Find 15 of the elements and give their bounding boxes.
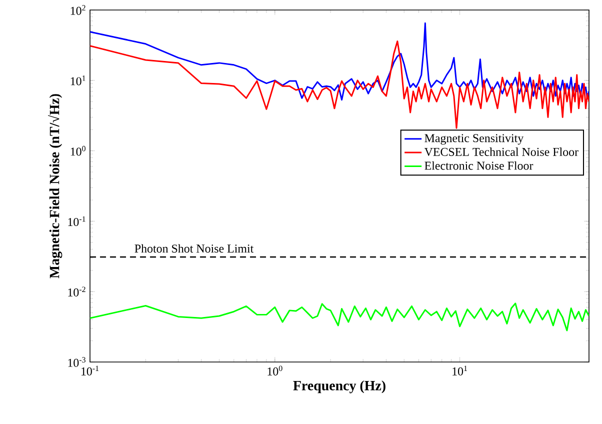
legend-label: Magnetic Sensitivity [424,134,524,145]
x-tick-label: 10$^{-1}$ [82,366,99,376]
y-tick-label: 10$^{-1}$ [68,216,86,226]
y-tick-label: 10$^{1}$ [70,76,86,86]
legend-label: VECSEL Technical Noise Floor [424,148,578,156]
x-tick-label: 10$^{1}$ [452,366,468,376]
x-axis-title: Frequency (Hz) [293,380,386,394]
legend-label: Electronic Noise Floor [424,161,534,170]
y-tick-label: 10$^{-3}$ [68,357,86,367]
y-axis-title: Magnetic-Field Noise (nT/√Hz) [48,94,62,278]
y-tick-label: 10$^{0}$ [70,146,86,156]
y-tick-label: 10$^{-2}$ [68,286,86,296]
y-tick-label: 10$^{2}$ [70,5,86,15]
x-tick-label: 10$^{0}$ [268,366,282,376]
ref-line-label: Photon Shot Noise Limit [134,244,254,253]
